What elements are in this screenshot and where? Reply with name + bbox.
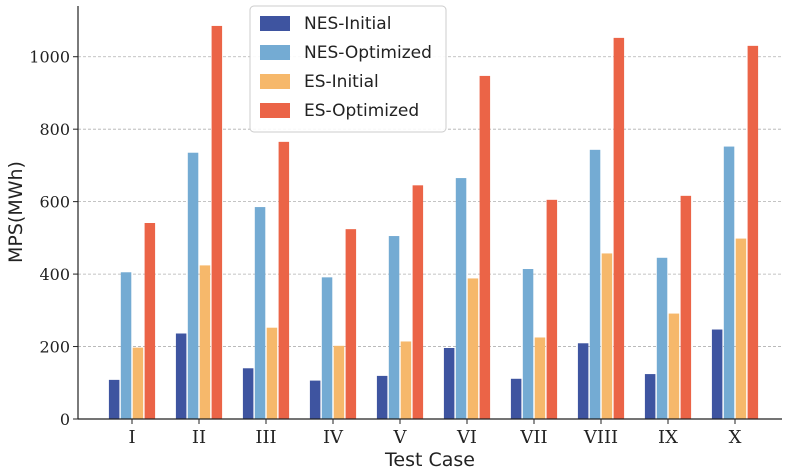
bar-nes-optimized-v xyxy=(388,236,400,419)
x-tick-label: II xyxy=(192,427,206,448)
bar-nes-initial-viii xyxy=(577,343,589,419)
x-axis-title: Test Case xyxy=(384,449,475,471)
x-tick-label: VII xyxy=(519,427,547,448)
y-tick-label: 600 xyxy=(39,193,70,212)
y-ticks: 0 200 400 600 800 1000 xyxy=(29,48,78,429)
bar-es-optimized-vii xyxy=(546,199,558,419)
bar-es-optimized-i xyxy=(144,223,156,419)
bar-nes-optimized-ix xyxy=(656,257,668,419)
bar-nes-optimized-iv xyxy=(321,277,333,419)
x-tick-label: I xyxy=(128,427,135,448)
bar-es-optimized-x xyxy=(747,45,759,419)
bar-nes-initial-iv xyxy=(309,380,321,419)
legend-swatch xyxy=(260,74,290,89)
bar-es-initial-vii xyxy=(534,337,546,419)
bar-es-initial-iv xyxy=(333,345,345,419)
legend-swatch xyxy=(260,45,290,60)
x-tick-label: X xyxy=(729,427,742,448)
bar-es-initial-ix xyxy=(668,313,680,419)
x-ticks: I II III IV V VI VII VIII IX X xyxy=(128,419,742,448)
bar-nes-optimized-vii xyxy=(522,269,534,419)
y-tick-label: 400 xyxy=(39,265,70,284)
bar-nes-optimized-vi xyxy=(455,178,467,419)
bar-es-initial-vi xyxy=(467,278,479,419)
bar-nes-optimized-iii xyxy=(254,207,266,419)
bar-nes-initial-iii xyxy=(242,368,254,419)
bar-es-initial-v xyxy=(400,341,412,419)
x-tick-label: III xyxy=(255,427,276,448)
y-tick-label: 800 xyxy=(39,120,70,139)
bar-nes-initial-ii xyxy=(175,333,187,419)
legend-box xyxy=(249,5,447,133)
bar-nes-initial-v xyxy=(376,375,388,419)
bars xyxy=(108,25,759,420)
axes xyxy=(77,6,782,420)
bar-es-initial-ii xyxy=(199,265,211,419)
bar-es-optimized-v xyxy=(412,185,424,419)
bar-nes-initial-x xyxy=(711,329,723,419)
bar-nes-initial-vii xyxy=(510,378,522,419)
bar-es-optimized-viii xyxy=(613,37,625,419)
x-tick-label: IX xyxy=(658,427,678,448)
bar-es-initial-viii xyxy=(601,253,613,419)
legend-swatch xyxy=(260,16,290,31)
x-tick-label: IV xyxy=(323,427,344,448)
y-axis-title: MPS(MWh) xyxy=(5,161,27,263)
bar-es-initial-iii xyxy=(266,327,278,419)
bar-es-initial-i xyxy=(132,347,144,419)
x-tick-label: V xyxy=(393,427,408,448)
bar-nes-initial-ix xyxy=(644,374,656,419)
bar-es-optimized-vi xyxy=(479,75,491,420)
y-tick-label: 200 xyxy=(39,338,70,357)
bar-es-initial-x xyxy=(735,238,747,419)
bar-es-optimized-iv xyxy=(345,229,357,419)
y-tick-label: 0 xyxy=(60,410,70,429)
legend-label: ES-Optimized xyxy=(304,101,419,121)
y-tick-label: 1000 xyxy=(29,48,70,67)
x-tick-label: VI xyxy=(456,427,477,448)
bar-nes-initial-vi xyxy=(443,347,455,419)
bar-es-optimized-iii xyxy=(278,141,290,419)
bar-es-optimized-ix xyxy=(680,195,692,419)
bar-nes-optimized-ii xyxy=(187,152,199,419)
bar-nes-optimized-x xyxy=(723,146,735,419)
bar-nes-optimized-i xyxy=(120,272,132,419)
legend-swatch xyxy=(260,103,290,118)
legend-label: NES-Initial xyxy=(304,14,391,34)
legend-label: ES-Initial xyxy=(304,72,379,92)
legend: NES-Initial NES-Optimized ES-Initial ES-Opt… xyxy=(249,5,447,133)
bar-es-optimized-ii xyxy=(211,25,223,419)
bar-nes-optimized-viii xyxy=(589,149,601,419)
x-tick-label: VIII xyxy=(583,427,618,448)
legend-label: NES-Optimized xyxy=(304,43,432,63)
bar-nes-initial-i xyxy=(108,379,120,419)
